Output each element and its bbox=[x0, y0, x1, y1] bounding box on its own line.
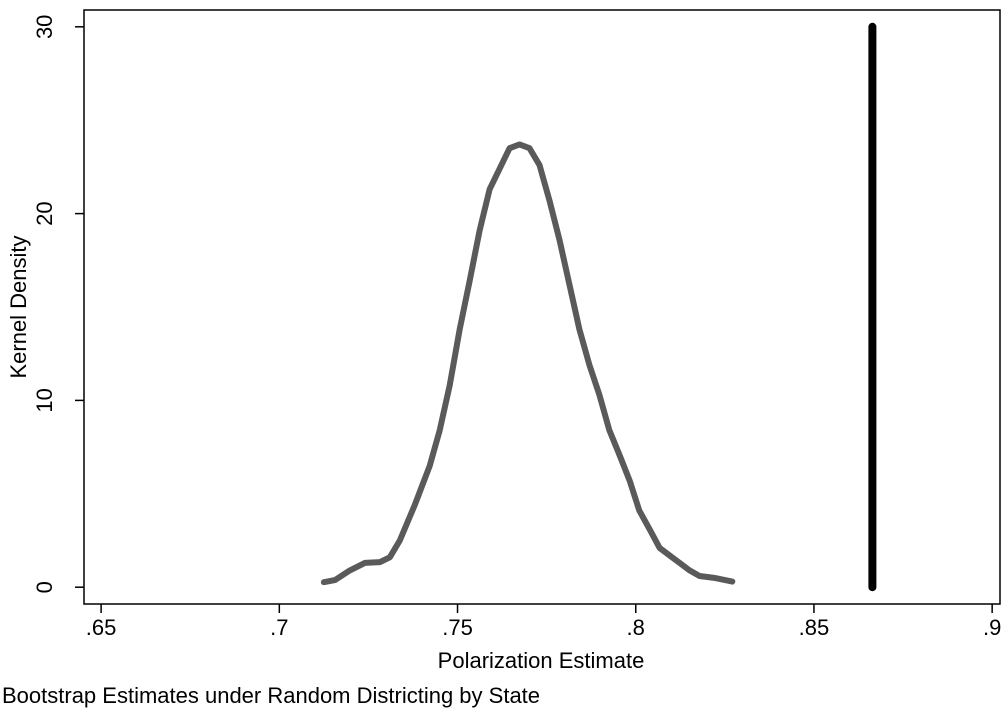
x-tick-label: .9 bbox=[983, 615, 1001, 640]
y-axis-label: Kernel Density bbox=[6, 235, 31, 378]
x-axis-label: Polarization Estimate bbox=[438, 648, 645, 673]
series-line bbox=[320, 141, 736, 586]
plot-frame bbox=[83, 9, 1001, 605]
y-tick-label: 0 bbox=[32, 581, 57, 593]
x-tick-label: .7 bbox=[270, 615, 288, 640]
y-tick-label: 20 bbox=[32, 201, 57, 225]
note: Bootstrap Estimates under Random Distric… bbox=[2, 683, 540, 708]
x-tick-label: .8 bbox=[627, 615, 645, 640]
x-tick-label: .85 bbox=[799, 615, 830, 640]
x-tick-label: .65 bbox=[86, 615, 117, 640]
x-tick-label: .75 bbox=[442, 615, 473, 640]
y-tick-label: 10 bbox=[32, 388, 57, 412]
y-tick-label: 30 bbox=[32, 15, 57, 39]
